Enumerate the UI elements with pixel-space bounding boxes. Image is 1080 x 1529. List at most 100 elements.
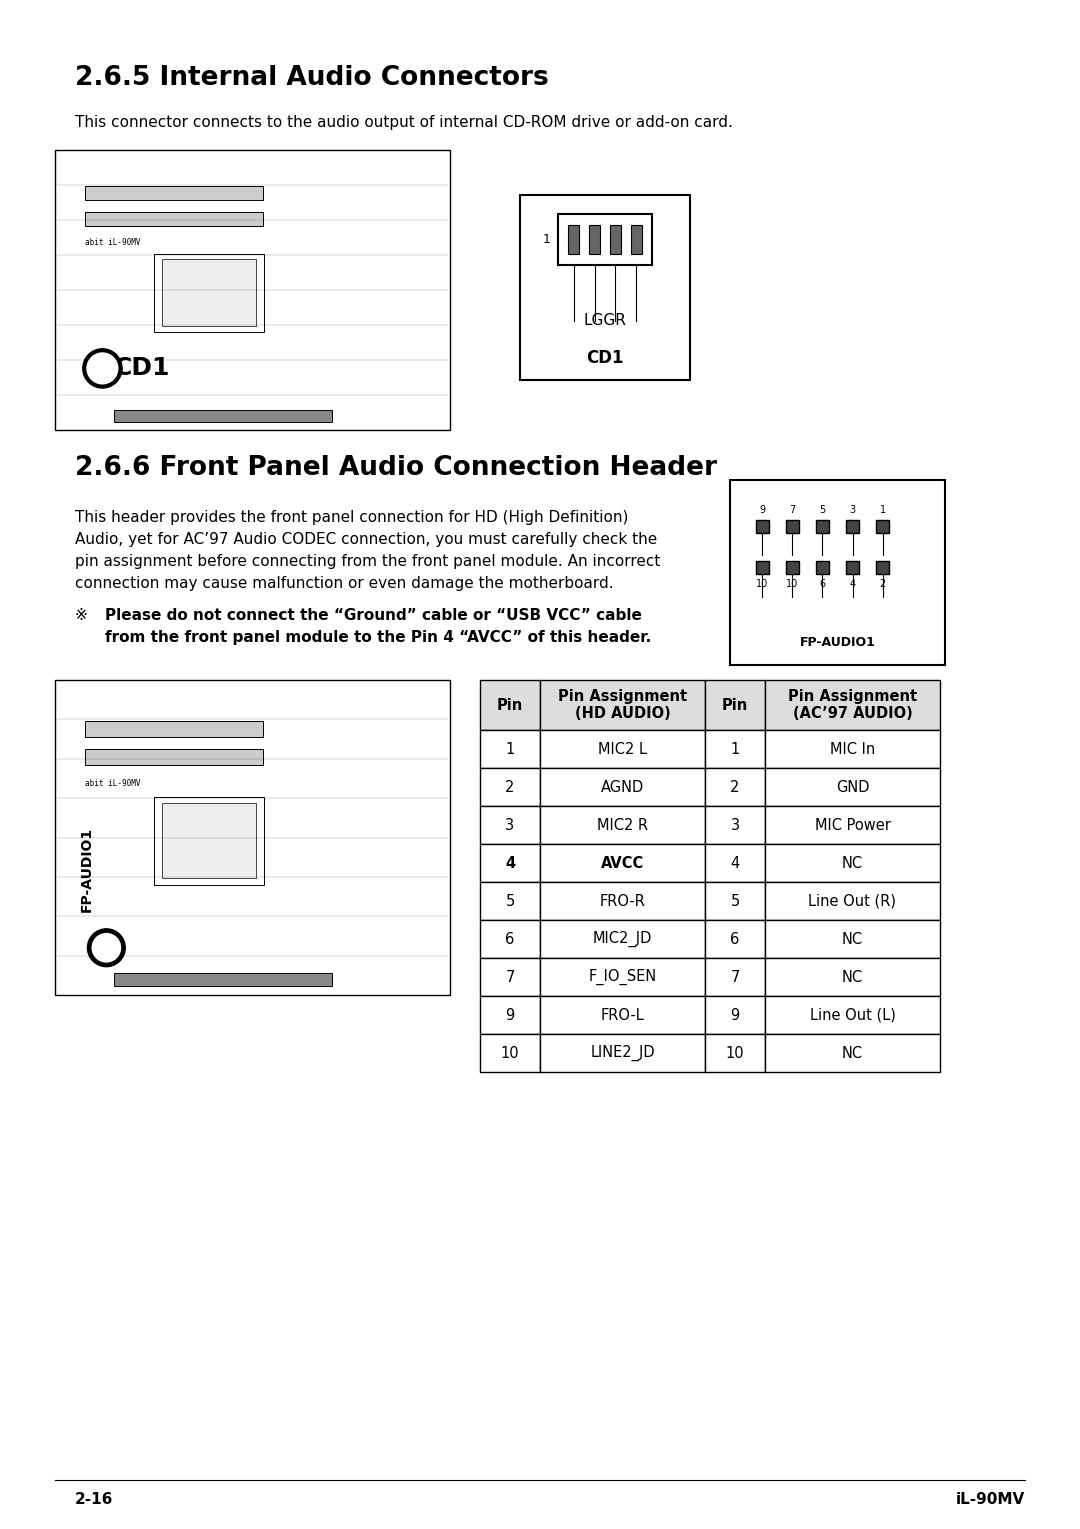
Bar [816, 520, 829, 532]
Text: MIC2 R: MIC2 R [597, 818, 648, 832]
Bar [114, 972, 332, 986]
Text: 6: 6 [730, 931, 740, 946]
Text: from the front panel module to the Pin 4 “AVCC” of this header.: from the front panel module to the Pin 4… [105, 630, 651, 645]
Bar [786, 561, 799, 575]
Text: LINE2_JD: LINE2_JD [590, 1044, 654, 1061]
Text: FP-AUDIO1: FP-AUDIO1 [80, 827, 94, 911]
Text: 10: 10 [726, 1046, 744, 1061]
Text: 5: 5 [820, 505, 825, 515]
Circle shape [87, 353, 118, 384]
Text: 1: 1 [879, 505, 886, 515]
Text: AVCC: AVCC [600, 856, 644, 870]
Bar [480, 920, 540, 959]
Bar [730, 480, 945, 665]
Bar [765, 995, 940, 1034]
Bar [540, 680, 705, 729]
Bar [540, 768, 705, 806]
Text: 2: 2 [730, 780, 740, 795]
Bar [765, 959, 940, 995]
Bar [480, 1034, 540, 1072]
Text: 4: 4 [850, 579, 855, 589]
Bar [705, 680, 765, 729]
Text: 7: 7 [505, 969, 515, 985]
Bar [480, 768, 540, 806]
Text: NC: NC [842, 931, 863, 946]
Bar [540, 806, 705, 844]
Bar [876, 561, 889, 575]
Bar [631, 225, 642, 254]
Bar [540, 920, 705, 959]
Bar [816, 561, 829, 575]
Text: Pin Assignment: Pin Assignment [558, 690, 687, 705]
Text: 7: 7 [730, 969, 740, 985]
Bar [162, 260, 256, 326]
Text: Audio, yet for AC’97 Audio CODEC connection, you must carefully check the: Audio, yet for AC’97 Audio CODEC connect… [75, 532, 658, 547]
Text: iL-90MV: iL-90MV [956, 1492, 1025, 1508]
Bar [162, 803, 256, 879]
Bar [765, 680, 940, 729]
Text: 4: 4 [505, 856, 515, 870]
Bar [765, 1034, 940, 1072]
Text: LGGR: LGGR [583, 313, 626, 329]
Text: 3: 3 [730, 818, 740, 832]
Circle shape [87, 928, 125, 966]
Bar [558, 214, 651, 266]
Text: 2.6.6 Front Panel Audio Connection Header: 2.6.6 Front Panel Audio Connection Heade… [75, 456, 717, 482]
Text: abit iL-90MV: abit iL-90MV [85, 780, 140, 789]
Text: MIC In: MIC In [829, 742, 875, 757]
Bar [705, 959, 765, 995]
Text: CD1: CD1 [113, 356, 171, 381]
Text: 6: 6 [505, 931, 515, 946]
Text: 10: 10 [786, 579, 798, 589]
Text: 5: 5 [730, 893, 740, 908]
Bar [540, 844, 705, 882]
Bar [480, 680, 540, 729]
Bar [114, 410, 332, 422]
Bar [846, 561, 859, 575]
Text: 1: 1 [542, 232, 550, 246]
Text: ※: ※ [75, 609, 97, 622]
Text: 9: 9 [759, 505, 766, 515]
Text: 10: 10 [756, 579, 768, 589]
Bar [55, 150, 450, 430]
Bar [705, 995, 765, 1034]
Bar [480, 729, 540, 768]
Bar [705, 920, 765, 959]
Text: Pin: Pin [497, 697, 523, 713]
Text: MIC2 L: MIC2 L [598, 742, 647, 757]
Bar [846, 520, 859, 532]
Bar [153, 797, 265, 885]
Bar [786, 520, 799, 532]
Text: Pin Assignment: Pin Assignment [788, 690, 917, 705]
Bar [705, 844, 765, 882]
Text: 2: 2 [879, 579, 886, 589]
Text: 9: 9 [730, 1008, 740, 1023]
Circle shape [83, 349, 122, 388]
Bar [610, 225, 621, 254]
Bar [705, 729, 765, 768]
Circle shape [92, 934, 121, 962]
Text: 2.6.5 Internal Audio Connectors: 2.6.5 Internal Audio Connectors [75, 66, 549, 92]
Bar [705, 882, 765, 920]
Text: 9: 9 [505, 1008, 515, 1023]
Bar [55, 680, 450, 995]
Text: Please do not connect the “Ground” cable or “USB VCC” cable: Please do not connect the “Ground” cable… [105, 609, 642, 622]
Bar [540, 882, 705, 920]
Text: Line Out (R): Line Out (R) [809, 893, 896, 908]
Bar [85, 749, 262, 764]
Text: 3: 3 [850, 505, 855, 515]
Text: abit iL-90MV: abit iL-90MV [85, 239, 140, 246]
Text: 5: 5 [505, 893, 515, 908]
Text: FRO-L: FRO-L [600, 1008, 645, 1023]
Text: 6: 6 [820, 579, 825, 589]
Text: MIC2_JD: MIC2_JD [593, 931, 652, 946]
Bar [705, 768, 765, 806]
Bar [540, 959, 705, 995]
Text: (AC’97 AUDIO): (AC’97 AUDIO) [793, 705, 913, 720]
Bar [519, 196, 690, 381]
Bar [705, 806, 765, 844]
Text: 1: 1 [730, 742, 740, 757]
Text: Pin: Pin [721, 697, 748, 713]
Text: AGND: AGND [600, 780, 644, 795]
Text: FRO-R: FRO-R [599, 893, 646, 908]
